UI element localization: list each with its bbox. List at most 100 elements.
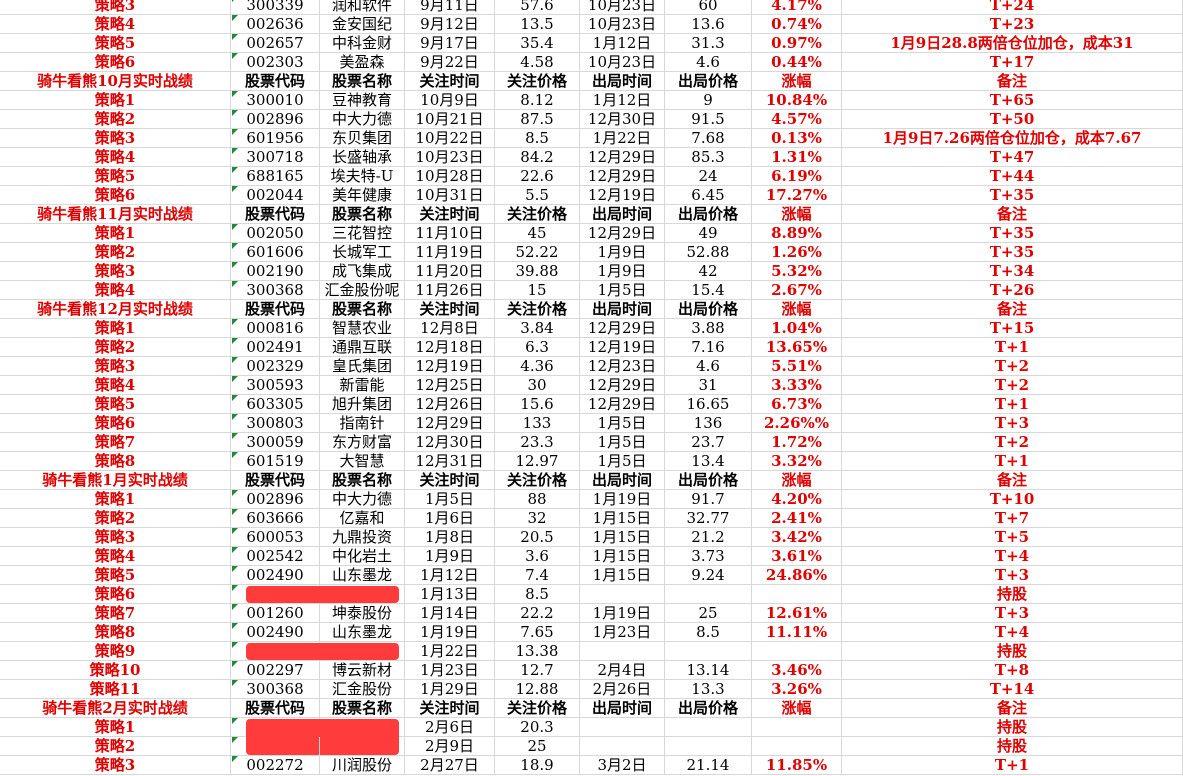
cell: 4.6 xyxy=(665,53,752,72)
cell: 策略7 xyxy=(0,433,231,452)
cell: 87.5 xyxy=(495,110,580,129)
cell: 1.04% xyxy=(752,319,842,338)
cell: 东方财富 xyxy=(320,433,405,452)
cell xyxy=(665,585,752,604)
text-number-flag xyxy=(232,414,238,420)
cell: 1.31% xyxy=(752,148,842,167)
cell: 策略3 xyxy=(0,262,231,281)
header-cell: 股票代码 xyxy=(231,72,320,91)
cell: 策略3 xyxy=(0,528,231,547)
text-number-flag xyxy=(232,91,238,97)
header-cell: 出局时间 xyxy=(580,471,665,490)
cell: 8.5 xyxy=(665,623,752,642)
cell: 汇金股份 xyxy=(320,680,405,699)
cell: 策略4 xyxy=(0,281,231,300)
cell xyxy=(665,642,752,661)
cell: 12月19日 xyxy=(405,357,495,376)
cell: 001260 xyxy=(231,604,320,623)
cell: 策略3 xyxy=(0,129,231,148)
cell: 002050 xyxy=(231,224,320,243)
cell: 9月12日 xyxy=(405,15,495,34)
text-number-flag xyxy=(232,718,238,724)
cell: 11.85% xyxy=(752,756,842,775)
cell: 300368 xyxy=(231,281,320,300)
cell: 133 xyxy=(495,414,580,433)
cell: 12月31日 xyxy=(405,452,495,471)
cell: 17.27% xyxy=(752,186,842,205)
cell: T+1 xyxy=(842,395,1183,414)
cell: 长城军工 xyxy=(320,243,405,262)
cell: T+8 xyxy=(842,661,1183,680)
cell: 300718 xyxy=(231,148,320,167)
cell: 山东墨龙 xyxy=(320,566,405,585)
cell: 九鼎投资 xyxy=(320,528,405,547)
cell: 东贝集团 xyxy=(320,129,405,148)
cell: T+2 xyxy=(842,357,1183,376)
cell: 10月21日 xyxy=(405,110,495,129)
header-cell: 出局价格 xyxy=(665,300,752,319)
text-number-flag xyxy=(232,0,238,2)
cell: 1月9日 xyxy=(580,262,665,281)
text-number-flag xyxy=(232,661,238,667)
cell: 002297 xyxy=(231,661,320,680)
header-cell: 股票名称 xyxy=(320,699,405,718)
cell: 1月9日 xyxy=(580,243,665,262)
cell: 川润股份 xyxy=(320,756,405,775)
cell: 60 xyxy=(665,0,752,15)
cell: 策略3 xyxy=(0,756,231,775)
cell: 策略5 xyxy=(0,566,231,585)
cell: 12月29日 xyxy=(580,224,665,243)
header-cell: 出局时间 xyxy=(580,300,665,319)
text-number-flag xyxy=(232,167,238,173)
header-cell: 骑牛看熊2月实时战绩 xyxy=(0,699,231,718)
cell: 1月12日 xyxy=(580,34,665,53)
cell xyxy=(665,718,752,737)
cell: 600053 xyxy=(231,528,320,547)
cell: 美盈森 xyxy=(320,53,405,72)
text-number-flag xyxy=(232,148,238,154)
cell: 32 xyxy=(495,509,580,528)
cell: 11.11% xyxy=(752,623,842,642)
cell: 24.86% xyxy=(752,566,842,585)
cell: 策略4 xyxy=(0,547,231,566)
cell xyxy=(580,718,665,737)
cell: 000816 xyxy=(231,319,320,338)
cell: T+10 xyxy=(842,490,1183,509)
text-number-flag xyxy=(232,110,238,116)
header-cell: 涨幅 xyxy=(752,72,842,91)
cell: 持股 xyxy=(842,642,1183,661)
cell: 12月25日 xyxy=(405,376,495,395)
cell: 002490 xyxy=(231,566,320,585)
cell: T+65 xyxy=(842,91,1183,110)
header-cell: 关注价格 xyxy=(495,471,580,490)
cell: 策略11 xyxy=(0,680,231,699)
cell: 002542 xyxy=(231,547,320,566)
cell: 4.20% xyxy=(752,490,842,509)
cell: 300803 xyxy=(231,414,320,433)
text-number-flag xyxy=(232,129,238,135)
cell: 策略1 xyxy=(0,91,231,110)
cell: 6.19% xyxy=(752,167,842,186)
cell: 2.41% xyxy=(752,509,842,528)
cell: 10月28日 xyxy=(405,167,495,186)
cell: 88 xyxy=(495,490,580,509)
cell: 旭升集团 xyxy=(320,395,405,414)
cell: 汇金股份呢 xyxy=(320,281,405,300)
cell: 1月5日 xyxy=(580,433,665,452)
cell: 1月15日 xyxy=(580,566,665,585)
text-number-flag xyxy=(232,224,238,230)
cell: 3月2日 xyxy=(580,756,665,775)
text-number-flag xyxy=(232,623,238,629)
cell xyxy=(580,642,665,661)
cell: 策略5 xyxy=(0,167,231,186)
cell: 策略2 xyxy=(0,110,231,129)
cell: 10月23日 xyxy=(580,0,665,15)
header-cell: 骑牛看熊12月实时战绩 xyxy=(0,300,231,319)
cell: 12月26日 xyxy=(405,395,495,414)
cell: 策略6 xyxy=(0,186,231,205)
cell: 2月26日 xyxy=(580,680,665,699)
cell: 策略1 xyxy=(0,224,231,243)
cell: 2月6日 xyxy=(405,718,495,737)
header-cell: 关注时间 xyxy=(405,300,495,319)
